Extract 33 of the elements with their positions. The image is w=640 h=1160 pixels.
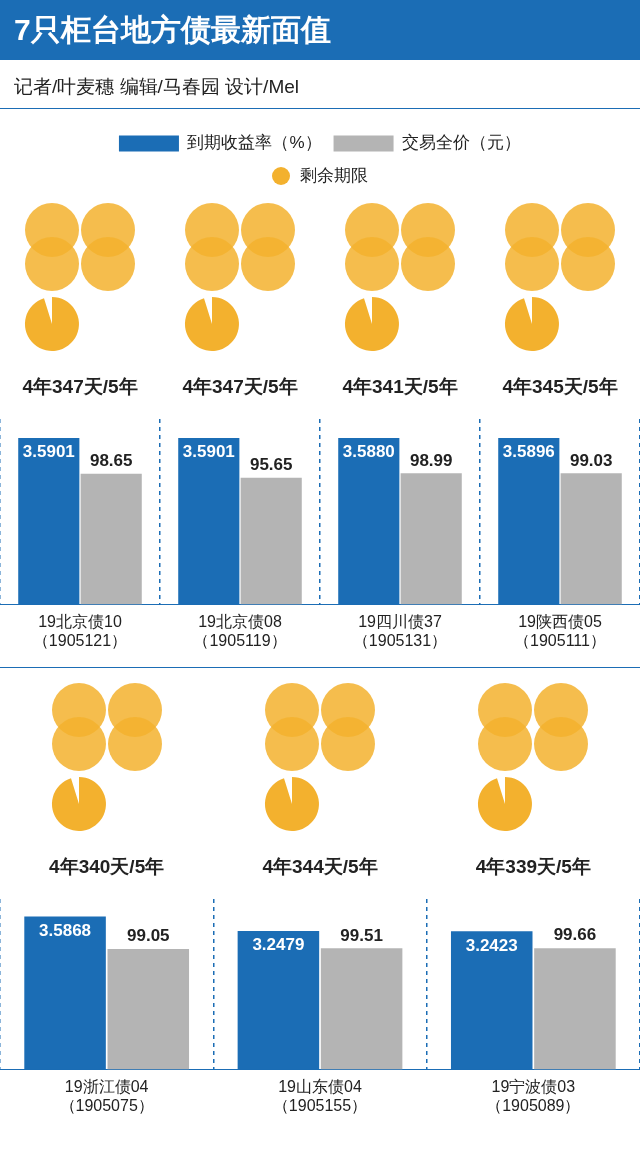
x-tick-label: 19陕西债05 （1905111） — [514, 612, 606, 649]
text: 4年344天/5年 — [262, 855, 378, 877]
data-label: 98.99 — [409, 450, 453, 470]
text: 4年341天/5年 — [342, 375, 458, 397]
data-label: 3.2423 — [465, 935, 518, 955]
text: 剩余期限 — [300, 165, 368, 187]
x-tick-label: 19浙江债04 （1905075） — [59, 1077, 154, 1114]
text: 4年347天/5年 — [22, 375, 138, 397]
data-label: 98.65 — [89, 451, 133, 471]
chart-title: 7只柜台地方债最新面值 — [0, 0, 640, 60]
data-label: 99.05 — [126, 926, 170, 946]
x-tick-label: 19北京债08 （1905119） — [193, 612, 287, 649]
x-tick-label: 19北京债10 （1905121） — [32, 612, 128, 649]
text: 4年347天/5年 — [182, 375, 298, 397]
text: 4年339天/5年 — [475, 855, 591, 877]
legend-label: 交易全价（元） — [402, 133, 522, 153]
data-label: 3.5880 — [342, 442, 395, 462]
data-label: 99.51 — [340, 925, 383, 945]
text: 4年340天/5年 — [49, 855, 165, 877]
data-label: 3.5896 — [502, 442, 555, 462]
x-tick-label: 19四川债37 （1905131） — [352, 612, 448, 649]
text: 4年345天/5年 — [502, 375, 618, 397]
data-label: 99.66 — [553, 925, 597, 945]
data-label: 3.5901 — [182, 442, 235, 462]
data-label: 3.5868 — [39, 920, 92, 940]
x-tick-label: 19宁波债03 （1905089） — [486, 1077, 581, 1114]
data-label: 99.03 — [569, 450, 613, 470]
data-label: 3.2479 — [252, 935, 305, 955]
data-label: 95.65 — [249, 454, 293, 474]
chart-subtitle: 记者/叶麦穗 编辑/马春园 设计/Mel — [0, 60, 640, 109]
x-tick-label: 19山东债04 （1905155） — [272, 1077, 368, 1114]
legend-label: 到期收益率（%） — [187, 133, 322, 153]
data-label: 3.5901 — [22, 442, 75, 462]
